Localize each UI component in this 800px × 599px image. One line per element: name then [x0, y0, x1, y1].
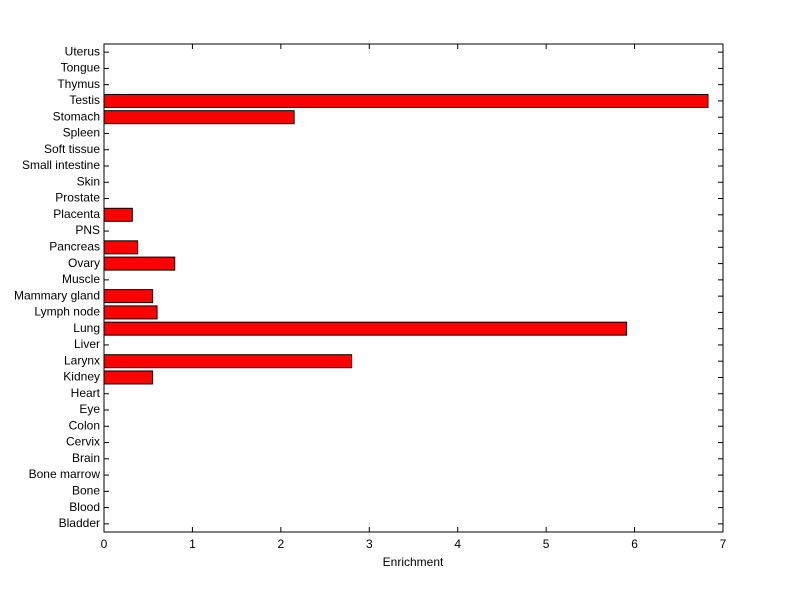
x-tick-label: 6 — [631, 537, 638, 551]
bar — [103, 240, 139, 255]
y-tick-label: Thymus — [57, 77, 100, 91]
x-tick-label: 1 — [189, 537, 196, 551]
y-tick-label: Bladder — [59, 516, 100, 530]
y-tick-label: Larynx — [64, 353, 100, 367]
x-tick-label: 5 — [543, 537, 550, 551]
bar — [103, 305, 158, 320]
y-tick-label: Liver — [74, 337, 100, 351]
x-tick-label: 0 — [101, 537, 108, 551]
x-tick-label: 2 — [278, 537, 285, 551]
y-tick-label: Heart — [71, 386, 101, 400]
x-axis-label: Enrichment — [383, 555, 444, 569]
plot-frame — [103, 43, 724, 533]
y-tick-label: Bone — [72, 484, 100, 498]
y-tick-label: Spleen — [63, 126, 100, 140]
bar — [103, 321, 628, 336]
y-tick-label: Eye — [79, 402, 100, 416]
bar — [103, 110, 295, 125]
y-tick-label: Colon — [69, 418, 100, 432]
y-tick-label: Blood — [69, 500, 100, 514]
y-tick-label: PNS — [75, 223, 100, 237]
y-tick-label: Bone marrow — [29, 467, 101, 481]
bar — [103, 354, 353, 369]
y-tick-label: Testis — [69, 93, 100, 107]
y-tick-label: Prostate — [55, 191, 100, 205]
y-tick-label: Soft tissue — [44, 142, 100, 156]
y-tick-label: Muscle — [62, 272, 100, 286]
y-tick-label: Lymph node — [34, 305, 100, 319]
bar — [103, 256, 176, 271]
bar — [103, 370, 154, 385]
y-tick-label: Cervix — [66, 435, 100, 449]
y-tick-label: Ovary — [68, 256, 100, 270]
bar — [103, 207, 133, 222]
y-tick-label: Mammary gland — [14, 288, 100, 302]
y-tick-label: Stomach — [53, 109, 100, 123]
y-tick-label: Lung — [73, 321, 100, 335]
y-tick-label: Brain — [72, 451, 100, 465]
y-tick-label: Placenta — [53, 207, 100, 221]
bar — [103, 289, 154, 304]
y-tick-label: Skin — [77, 174, 100, 188]
y-tick-label: Small intestine — [22, 158, 100, 172]
x-tick-label: 4 — [454, 537, 461, 551]
y-tick-label: Kidney — [63, 370, 100, 384]
y-tick-label: Uterus — [65, 44, 100, 58]
y-tick-label: Tongue — [61, 61, 101, 75]
x-tick-label: 7 — [720, 537, 727, 551]
y-tick-label: Pancreas — [49, 240, 100, 254]
x-tick-label: 3 — [366, 537, 373, 551]
bar — [103, 93, 709, 108]
